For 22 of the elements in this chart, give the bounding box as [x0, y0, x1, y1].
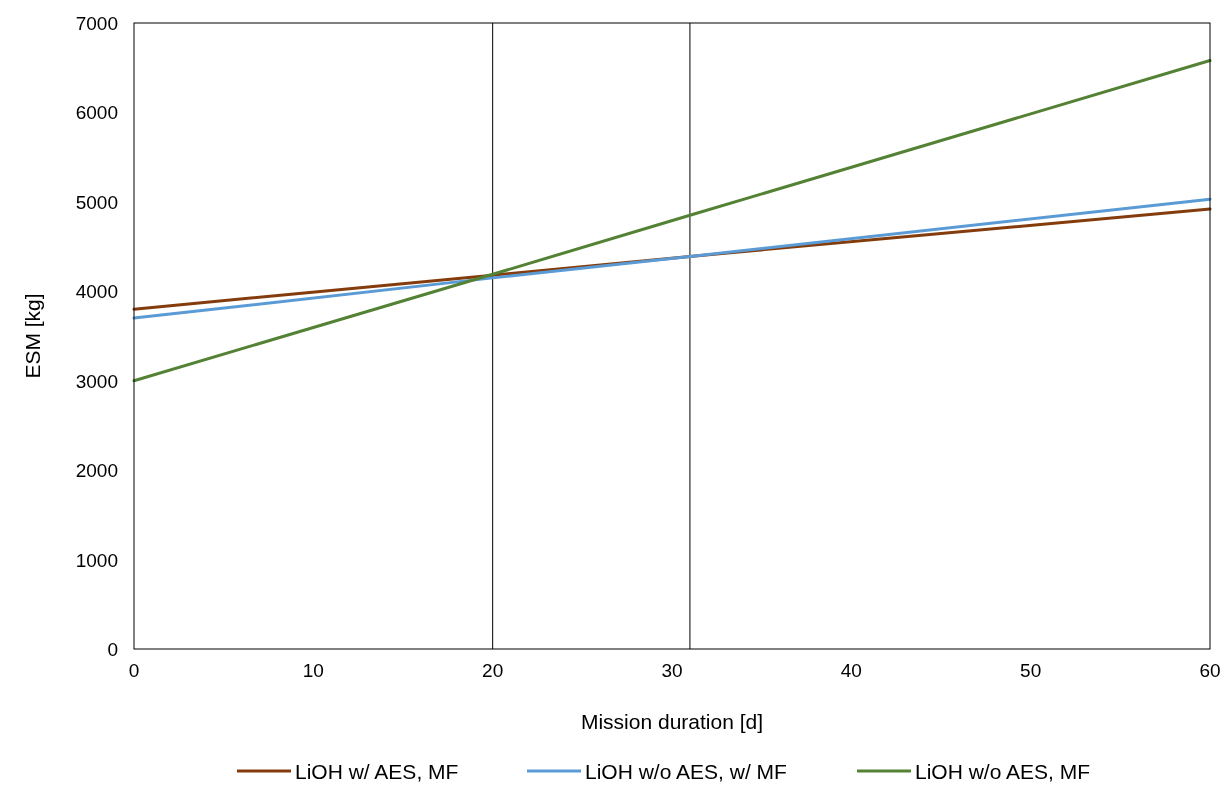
- x-tick-label: 60: [1199, 660, 1221, 681]
- y-axis-title: ESM [kg]: [21, 293, 44, 379]
- y-tick-label: 0: [107, 639, 118, 660]
- legend-label: LiOH w/o AES, w/ MF: [585, 760, 787, 783]
- y-tick-label: 6000: [75, 102, 118, 124]
- x-tick-label: 40: [840, 660, 862, 681]
- x-tick-label: 20: [482, 660, 504, 681]
- x-tick-label: 50: [1020, 660, 1042, 681]
- x-tick-label: 0: [128, 660, 140, 681]
- y-tick-label: 7000: [75, 13, 118, 34]
- x-tick-label: 30: [661, 660, 683, 681]
- x-axis-title: Mission duration [d]: [580, 710, 764, 733]
- line-series: [132, 197, 1212, 320]
- y-tick-label: 2000: [75, 460, 118, 482]
- legend-label: LiOH w/ AES, MF: [295, 760, 459, 783]
- line-series: [132, 59, 1212, 383]
- y-tick-label: 3000: [75, 370, 118, 392]
- legend-label: LiOH w/o AES, MF: [915, 760, 1091, 783]
- y-tick-label: 5000: [75, 191, 118, 213]
- x-tick-label: 10: [302, 660, 324, 681]
- y-tick-label: 1000: [75, 549, 118, 571]
- y-tick-label: 4000: [75, 281, 118, 303]
